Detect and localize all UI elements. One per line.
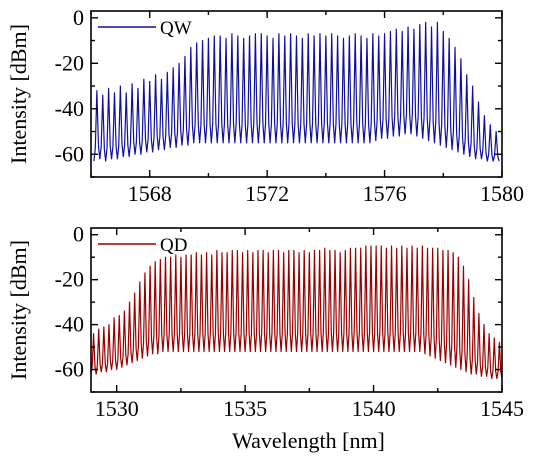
y-tick-label: -40 [55,96,84,121]
x-tick-label: 1540 [352,396,396,421]
legend-label-qw: QW [160,18,192,39]
series-line-qd [91,245,502,380]
qw-spectrum-panel: QW 1568 1572 1576 1580 0 -20 -40 -60 Intensity [d… [6,5,524,206]
x-tick-label: 1535 [223,396,267,421]
y-tick-label: -20 [55,267,84,292]
y-tick-label: 0 [73,222,84,247]
x-tick-label: 1572 [245,181,289,206]
plot-frame [90,227,503,393]
y-tick-label: -20 [55,50,84,75]
plot-frame [90,10,503,178]
y-tick-label: -60 [55,141,84,166]
x-tick-label: 1568 [128,181,172,206]
x-tick-label: 1530 [95,396,139,421]
legend-label-qd: QD [160,235,187,256]
y-tick-label: -40 [55,312,84,337]
x-tick-label: 1576 [363,181,407,206]
y-tick-label: 0 [73,5,84,30]
y-axis-title: Intensity [dBm] [6,24,31,164]
series-line-qw [93,21,500,162]
x-tick-label: 1580 [480,181,524,206]
y-axis-title: Intensity [dBm] [6,240,31,380]
x-tick-label: 1545 [480,396,524,421]
y-tick-label: -60 [55,357,84,382]
qd-spectrum-panel: QD 1530 1535 1540 1545 0 -20 -40 -60 Intensity [d… [6,222,524,453]
x-axis-title: Wavelength [nm] [232,428,385,453]
